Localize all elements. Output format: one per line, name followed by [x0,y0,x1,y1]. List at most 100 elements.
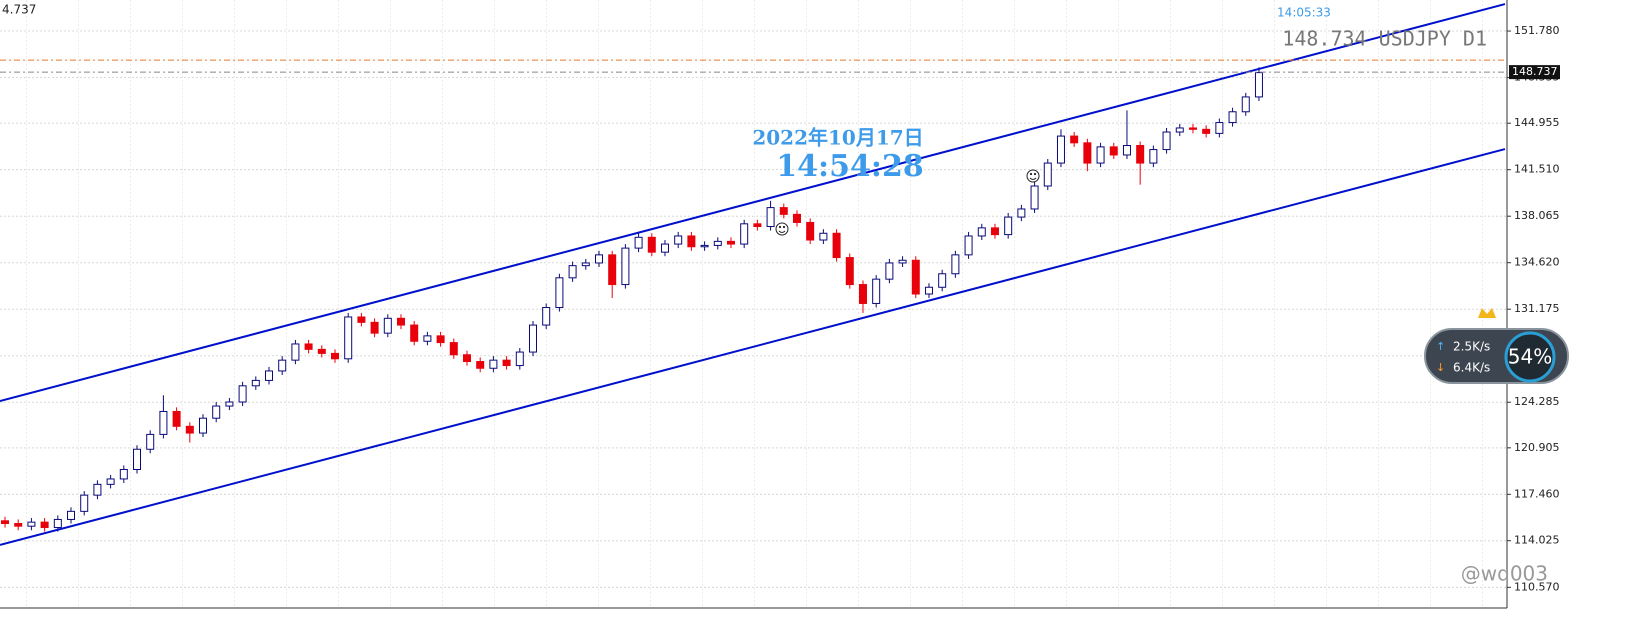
channel-line [0,3,1506,403]
candle-body [924,286,933,295]
candle-body [872,278,881,304]
candle-body [1241,96,1250,113]
svg-text:↓: ↓ [1436,361,1445,374]
candle-body [766,207,775,228]
candle-body [1109,146,1118,156]
candle-body [291,343,300,361]
candle-body [1175,127,1184,133]
candle-body [845,257,854,286]
candle-body [938,273,947,288]
candle-body [1228,111,1237,124]
candle-body [713,240,722,246]
candle-body [133,448,142,470]
y-tick-label: 144.955 [1514,116,1560,129]
time-label: 14:54:28 [776,149,923,184]
candle-body [951,254,960,275]
candle-body [80,494,89,512]
candle-body [331,352,340,360]
candle-body [489,359,498,369]
y-tick-label: 110.570 [1514,580,1560,593]
vertical-grid [0,0,1507,608]
candle-body [304,343,313,350]
candle-body [396,317,405,326]
candle-body [1202,128,1211,134]
candle-body [476,361,485,369]
candle-body [726,240,735,245]
download-speed: 6.4K/s [1453,361,1490,375]
candle-body [462,354,471,363]
candle-body [238,385,247,403]
candle-body [423,335,432,342]
candle-body [806,221,815,241]
tick-layer: 151.780148.335144.955141.510138.065134.6… [1507,24,1560,593]
candle-body [898,259,907,264]
candle-body [674,235,683,245]
y-tick-label: 124.285 [1514,395,1560,408]
date-label: 2022年10月17日 [752,126,923,150]
candle-body [581,262,590,267]
candle-body [357,316,366,323]
candle-body [1030,185,1039,210]
candle-body [542,307,551,326]
candle-body [700,244,709,248]
candle-body [977,227,986,237]
candle-body [911,259,920,295]
candle-body [1188,127,1197,130]
channel-line [0,148,1506,546]
candle-body [1070,135,1079,144]
candle-body [185,425,194,434]
vip-icon [1478,308,1496,318]
percent-label: 54% [1508,345,1552,369]
candle-body [832,232,841,259]
candle-body [1,520,10,524]
candle-body [344,316,353,360]
candle-body [819,232,828,241]
candle-body [502,359,511,367]
candle-body [528,324,537,353]
candle-body [53,518,62,529]
candle-body [40,521,49,529]
candle-body [93,483,102,496]
candle-body [251,379,260,387]
y-tick-label: 151.780 [1514,24,1560,37]
candle-body [594,254,603,264]
candle-body [172,410,181,427]
candle-body [1254,72,1263,98]
candle-body [383,317,392,334]
candle-body [885,262,894,280]
corner-label: 4.737 [2,3,36,17]
y-tick-label: 120.905 [1514,441,1560,454]
marks-layer [0,3,1507,546]
y-tick-label: 134.620 [1514,256,1560,269]
candle-body [119,468,128,480]
svg-text:↑: ↑ [1436,340,1445,353]
candle-body [225,401,234,407]
candle-body [1096,146,1105,164]
upload-speed: 2.5K/s [1453,340,1490,354]
candle-body [740,223,749,245]
candle-body [106,478,115,485]
candle-body [1083,142,1092,164]
candle-body [436,335,445,344]
candle-body [1122,145,1131,156]
candle-body [608,254,617,286]
candle-body [792,213,801,223]
candle-body [621,247,630,286]
y-tick-label: 114.025 [1514,534,1560,547]
candle-body [687,235,696,248]
candle-body [1056,135,1065,164]
candle-body [990,227,999,236]
symbol-label: 148.734 USDJPY D1 [1282,27,1487,51]
candle-body [779,207,788,215]
candle-body [647,236,656,253]
y-tick-label: 141.510 [1514,163,1560,176]
candle-body [515,351,524,367]
y-tick-label: 117.460 [1514,487,1560,500]
candle-body [317,348,326,354]
smiley-icon [775,169,1040,236]
candle-body [410,324,419,342]
price-label: 148.737 [1512,65,1558,78]
y-tick-label: 131.175 [1514,302,1560,315]
candle-body [1149,149,1158,164]
candle-body [634,236,643,249]
